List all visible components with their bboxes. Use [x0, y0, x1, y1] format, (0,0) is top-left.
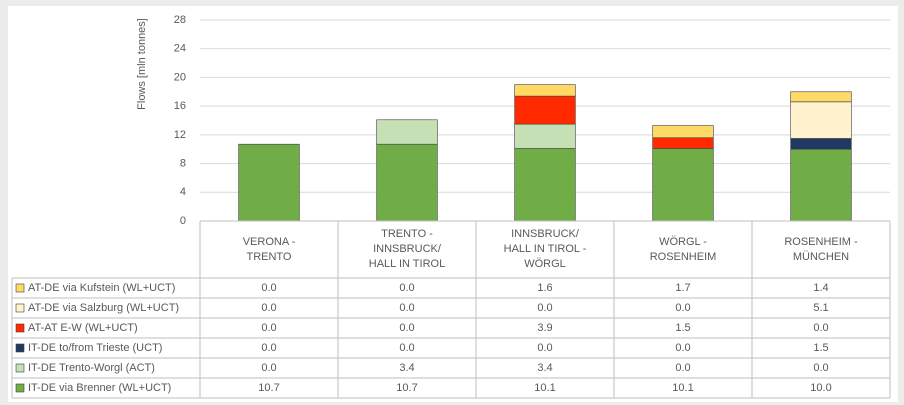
bar-segment — [238, 143, 300, 222]
bar-segment — [514, 95, 576, 125]
bar-segment — [514, 123, 576, 149]
table-value: 0.0 — [261, 302, 276, 314]
table-value: 0.0 — [813, 322, 828, 334]
y-tick-label: 12 — [174, 129, 186, 141]
bar-segment — [790, 101, 852, 139]
y-tick-label: 24 — [174, 43, 186, 55]
table-value: 3.4 — [399, 362, 414, 374]
bar-segment — [652, 137, 714, 149]
table-value: 10.1 — [672, 382, 693, 394]
legend-swatch — [15, 283, 25, 293]
y-tick-label: 16 — [174, 100, 186, 112]
legend-label: IT-DE via Brenner (WL+UCT) — [28, 382, 171, 394]
table-value: 0.0 — [399, 282, 414, 294]
table-value: 0.0 — [675, 342, 690, 354]
table-value: 0.0 — [399, 322, 414, 334]
table-value: 0.0 — [675, 302, 690, 314]
bar-segment — [652, 148, 714, 222]
x-tick-label: VERONA - TRENTO — [242, 235, 296, 263]
legend-label: AT-AT E-W (WL+UCT) — [28, 322, 138, 334]
table-value: 1.7 — [675, 282, 690, 294]
table-value: 3.9 — [537, 322, 552, 334]
y-axis-title: Flows [mln tonnes] — [136, 18, 148, 110]
table-value: 5.1 — [813, 302, 828, 314]
table-value: 0.0 — [399, 342, 414, 354]
legend-label: AT-DE via Salzburg (WL+UCT) — [28, 302, 179, 314]
chart-background — [8, 6, 898, 402]
table-value: 1.5 — [675, 322, 690, 334]
table-value: 1.6 — [537, 282, 552, 294]
table-value: 3.4 — [537, 362, 552, 374]
table-value: 0.0 — [261, 322, 276, 334]
table-value: 10.0 — [810, 382, 831, 394]
legend-swatch — [15, 323, 25, 333]
table-value: 0.0 — [261, 282, 276, 294]
table-value: 10.7 — [258, 382, 279, 394]
legend-swatch — [15, 303, 25, 313]
x-tick-label: INNSBRUCK/ HALL IN TIROL - WÖRGL — [503, 228, 587, 270]
bar-segment — [790, 138, 852, 150]
bar-segment — [514, 84, 576, 97]
table-value: 1.4 — [813, 282, 828, 294]
bar-segment — [790, 91, 852, 103]
y-tick-label: 4 — [180, 186, 186, 198]
y-tick-label: 0 — [180, 215, 186, 227]
table-value: 0.0 — [813, 362, 828, 374]
x-tick-label: ROSENHEIM - MÜNCHEN — [784, 235, 858, 263]
table-value: 0.0 — [261, 362, 276, 374]
table-value: 0.0 — [675, 362, 690, 374]
y-tick-label: 20 — [174, 71, 186, 83]
legend-label: IT-DE Trento-Worgl (ACT) — [28, 362, 155, 374]
table-value: 0.0 — [261, 342, 276, 354]
x-tick-label: TRENTO - INNSBRUCK/ HALL IN TIROL — [368, 228, 446, 270]
legend-swatch — [15, 363, 25, 373]
table-value: 0.0 — [537, 342, 552, 354]
table-value: 1.5 — [813, 342, 828, 354]
table-value: 10.1 — [534, 382, 555, 394]
table-value: 0.0 — [399, 302, 414, 314]
x-tick-label: WÖRGL - ROSENHEIM — [649, 235, 717, 263]
bar-segment — [376, 143, 438, 222]
table-value: 0.0 — [537, 302, 552, 314]
bar-segment — [514, 148, 576, 222]
legend-label: AT-DE via Kufstein (WL+UCT) — [28, 282, 175, 294]
table-value: 10.7 — [396, 382, 417, 394]
legend-label: IT-DE to/from Trieste (UCT) — [28, 342, 162, 354]
legend-swatch — [15, 343, 25, 353]
bar-segment — [790, 148, 852, 222]
legend-swatch — [15, 383, 25, 393]
y-tick-label: 28 — [174, 14, 186, 26]
y-tick-label: 8 — [180, 157, 186, 169]
bar-segment — [652, 125, 714, 139]
bar-segment — [376, 119, 438, 145]
